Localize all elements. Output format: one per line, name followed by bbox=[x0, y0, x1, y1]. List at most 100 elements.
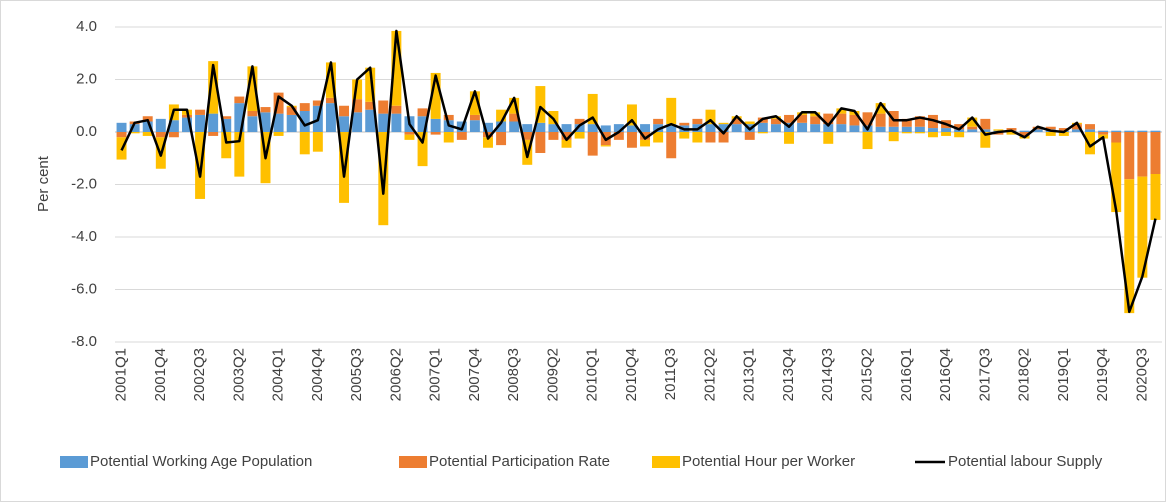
bar-segment bbox=[286, 107, 297, 115]
bar-segment bbox=[679, 122, 690, 126]
legend-label: Potential Participation Rate bbox=[429, 453, 610, 470]
bar-segment bbox=[823, 124, 834, 132]
bar-segment bbox=[182, 114, 192, 118]
bar-segment bbox=[1006, 128, 1017, 131]
y-axis-title: Per cent bbox=[35, 155, 52, 212]
bar-segment bbox=[155, 132, 166, 138]
bar-segment bbox=[980, 129, 991, 132]
bar-segment bbox=[509, 113, 520, 122]
bar-segment bbox=[221, 118, 232, 132]
bar-segment bbox=[234, 132, 245, 177]
bar-segment bbox=[613, 132, 624, 140]
bar-segment bbox=[1150, 132, 1161, 174]
y-tick-label: 0.0 bbox=[76, 123, 97, 140]
bar-segment bbox=[1124, 130, 1135, 132]
bar-segment bbox=[718, 132, 729, 143]
bar-segment bbox=[535, 86, 546, 123]
bar-segment bbox=[640, 124, 651, 132]
bar-segment bbox=[443, 114, 454, 121]
x-tick-label: 2015Q2 bbox=[859, 348, 876, 401]
bar-segment bbox=[1150, 174, 1161, 220]
bar-segment bbox=[116, 122, 127, 132]
bar-segment bbox=[1124, 132, 1135, 180]
bar-segment bbox=[325, 103, 336, 132]
bar-segment bbox=[954, 129, 965, 132]
bar-segment bbox=[182, 117, 192, 132]
bar-segment bbox=[849, 114, 860, 126]
bar-segment bbox=[129, 124, 140, 132]
bar-segment bbox=[142, 121, 153, 132]
bar-segment bbox=[1045, 126, 1056, 130]
x-tick-label: 2013Q1 bbox=[741, 348, 758, 401]
bar-segment bbox=[718, 124, 729, 132]
bar-segment bbox=[247, 111, 258, 117]
bar-segment bbox=[352, 99, 363, 113]
legend-swatch bbox=[60, 456, 88, 468]
bar-segment bbox=[1137, 132, 1148, 177]
bar-segment bbox=[234, 103, 245, 132]
bar-segment bbox=[299, 111, 310, 132]
bar-segment bbox=[365, 109, 376, 132]
x-tick-label: 2004Q1 bbox=[270, 348, 287, 401]
bar-segment bbox=[195, 132, 206, 199]
bar-segment bbox=[1058, 128, 1069, 131]
bar-segment bbox=[941, 132, 952, 136]
bar-segment bbox=[666, 132, 677, 159]
bar-segment bbox=[901, 118, 912, 127]
bar-segment bbox=[1111, 132, 1122, 143]
x-tick-label: 2010Q1 bbox=[584, 348, 601, 401]
bar-segment bbox=[509, 97, 520, 114]
bar-segment bbox=[548, 132, 559, 140]
legend-label: Potential Working Age Population bbox=[90, 453, 312, 470]
bar-segment bbox=[116, 132, 127, 138]
bar-segment bbox=[967, 129, 978, 132]
bar-segment bbox=[731, 118, 742, 125]
x-tick-label: 2019Q1 bbox=[1055, 348, 1072, 401]
bar-segment bbox=[299, 103, 310, 111]
x-tick-label: 2011Q3 bbox=[662, 348, 679, 400]
bar-segment bbox=[914, 126, 925, 132]
bar-segment bbox=[626, 132, 637, 148]
bar-segment bbox=[574, 118, 585, 125]
bar-segment bbox=[927, 132, 938, 138]
bar-segment bbox=[875, 103, 886, 114]
y-tick-label: -4.0 bbox=[71, 228, 97, 245]
bar-segment bbox=[195, 109, 206, 115]
bar-segment bbox=[587, 124, 598, 132]
x-tick-label: 2018Q2 bbox=[1016, 348, 1033, 401]
bar-segment bbox=[980, 132, 991, 148]
bar-segment bbox=[666, 124, 677, 132]
bar-segment bbox=[875, 113, 886, 127]
x-tick-label: 2006Q2 bbox=[387, 348, 404, 401]
bar-segment bbox=[1124, 179, 1135, 314]
bar-segment bbox=[744, 132, 755, 140]
bar-segment bbox=[391, 30, 402, 106]
bar-segment bbox=[535, 122, 546, 132]
bar-segment bbox=[430, 118, 441, 132]
bar-segment bbox=[417, 108, 428, 117]
bar-segment bbox=[299, 132, 310, 155]
bar-segment bbox=[129, 132, 140, 134]
bar-segment bbox=[797, 122, 808, 132]
bar-segment bbox=[483, 137, 493, 148]
bar-segment bbox=[561, 132, 572, 140]
x-tick-label: 2002Q3 bbox=[191, 348, 208, 401]
bar-segment bbox=[273, 113, 284, 132]
bar-segment bbox=[731, 124, 742, 132]
bar-segment bbox=[430, 132, 441, 135]
bar-segment bbox=[600, 145, 611, 147]
bar-segment bbox=[980, 118, 991, 130]
bar-segment bbox=[221, 132, 232, 159]
bar-segment bbox=[208, 113, 219, 132]
legend-label: Potential Hour per Worker bbox=[682, 453, 855, 470]
bar-segment bbox=[927, 128, 938, 132]
x-tick-label: 2019Q4 bbox=[1094, 348, 1111, 401]
bar-segment bbox=[1071, 124, 1082, 130]
bar-segment bbox=[221, 116, 232, 119]
bar-segment bbox=[443, 132, 454, 143]
bar-segment bbox=[417, 116, 428, 132]
x-tick-label: 2008Q3 bbox=[505, 348, 522, 401]
x-tick-label: 2016Q4 bbox=[937, 348, 954, 401]
bar-segment bbox=[613, 124, 624, 132]
bar-segment bbox=[836, 113, 847, 125]
